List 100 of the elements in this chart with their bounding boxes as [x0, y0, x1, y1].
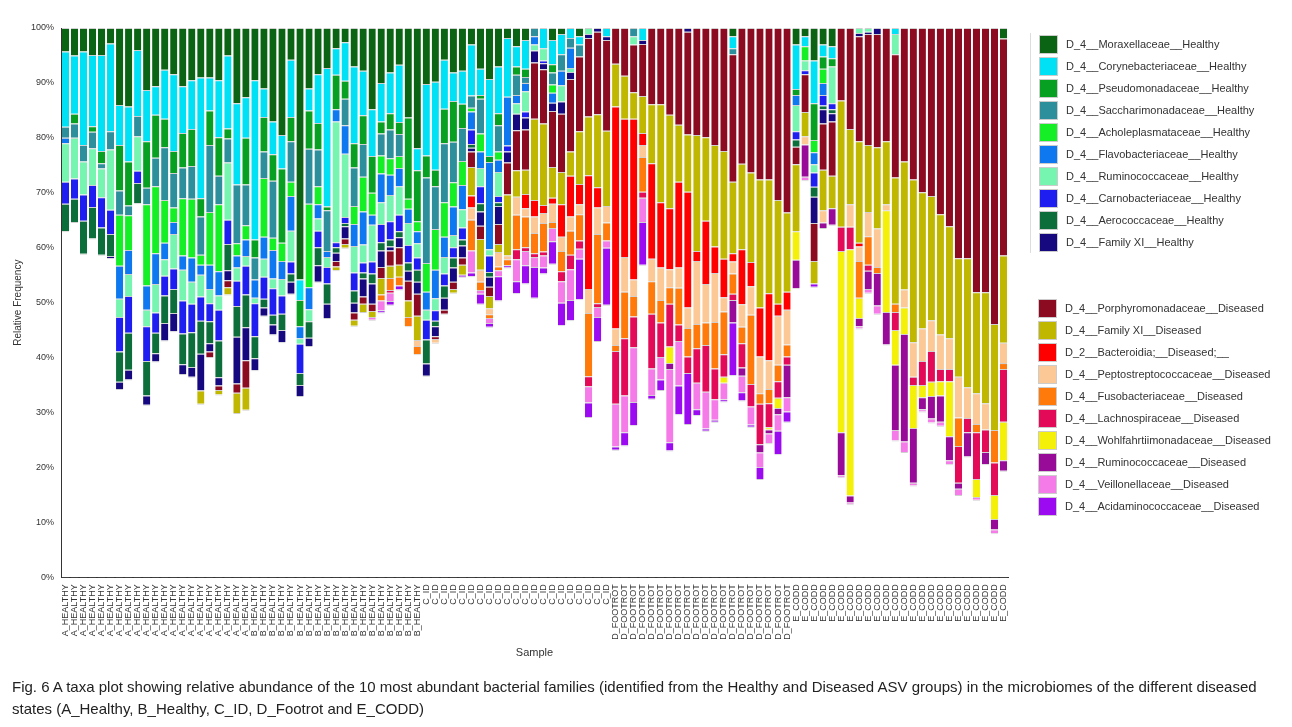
- x-tick-label: E_CODD: [970, 583, 981, 622]
- x-tick-label: C_ID: [438, 583, 449, 605]
- x-tick-label: E_CODD: [925, 583, 936, 622]
- x-tick-label: E_CODD: [988, 583, 999, 622]
- x-tick-label: D_FOOTROT: [610, 583, 621, 640]
- legend-label: D_4__Pseudomonadaceae__Healthy: [1066, 82, 1249, 94]
- x-tick-label: A_HEALTHY: [222, 584, 233, 637]
- y-tick-label: 30%: [36, 407, 55, 417]
- x-tick-label: D_FOOTROT: [718, 583, 729, 640]
- x-tick-label: C_ID: [565, 583, 576, 605]
- x-tick-label: A_HEALTHY: [204, 584, 215, 637]
- x-tick-label: A_HEALTHY: [60, 584, 71, 637]
- x-tick-label: A_HEALTHY: [96, 584, 107, 637]
- legend-label: D_4__Family XI__Healthy: [1066, 236, 1194, 248]
- x-tick-label: C_ID: [510, 583, 521, 605]
- legend-label: D_4__Wohlfahrtiimonadaceae__Diseased: [1065, 434, 1271, 446]
- x-tick-label: E_CODD: [952, 583, 963, 622]
- x-tick-label: C_ID: [583, 583, 594, 605]
- x-tick-label: A_HEALTHY: [213, 584, 224, 637]
- legend-label: D_4__Fusobacteriaceae__Diseased: [1065, 390, 1243, 402]
- x-tick-label: D_FOOTROT: [727, 583, 738, 640]
- x-tick-label: D_FOOTROT: [709, 583, 720, 640]
- y-tick-label: 50%: [36, 297, 55, 308]
- legend-label: D_4__Aerococcaceae__Healthy: [1066, 214, 1224, 226]
- x-tick-label: E_CODD: [790, 583, 801, 622]
- y-tick-label: 40%: [36, 352, 55, 363]
- x-tick-label: C_ID: [528, 583, 539, 605]
- x-tick-label: E_CODD: [898, 583, 909, 622]
- legend-label: D_4__Acholeplasmataceae__Healthy: [1066, 126, 1251, 138]
- x-tick-label: A_HEALTHY: [132, 584, 143, 637]
- x-tick-label: C_ID: [574, 583, 585, 605]
- x-tick-label: A_HEALTHY: [114, 584, 125, 637]
- y-tick-label: 80%: [36, 132, 55, 143]
- x-tick-label: B_HEALTHY: [303, 584, 314, 637]
- x-tick-label: A_HEALTHY: [78, 584, 89, 637]
- x-tick-label: D_FOOTROT: [754, 583, 765, 640]
- x-tick-label: D_FOOTROT: [646, 583, 657, 640]
- x-tick-label: B_HEALTHY: [312, 584, 323, 637]
- x-tick-label: A_HEALTHY: [105, 584, 116, 637]
- x-axis-title: Sample: [515, 646, 554, 659]
- caption: Fig. 6 A taxa plot showing relative abundance of the 10 most abundant bacterial families (identified from the Healthy and Diseased ASV groups) in the microbiomes of the different diseased states (A_Healthy, B_Healthy, C_ID, D_Footrot and E_CODD): [12, 677, 1258, 719]
- x-tick-label: E_CODD: [934, 583, 945, 622]
- legend-label: D_4__Ruminococcaceae__Healthy: [1066, 170, 1239, 182]
- x-tick-label: C_ID: [547, 583, 558, 605]
- x-tick-label: B_HEALTHY: [249, 584, 260, 637]
- x-tick-label: B_HEALTHY: [375, 584, 386, 637]
- x-tick-label: D_FOOTROT: [628, 583, 639, 640]
- x-tick-label: C_ID: [456, 583, 467, 605]
- x-tick-label: A_HEALTHY: [159, 584, 170, 637]
- x-tick-label: C_ID: [492, 583, 503, 605]
- legend-label: D_4__Porphyromonadaceae__Diseased: [1065, 302, 1264, 314]
- x-tick-label: D_FOOTROT: [745, 583, 756, 640]
- x-tick-label: A_HEALTHY: [69, 584, 80, 637]
- legend-label: D_4__Peptostreptococcaceae__Diseased: [1065, 368, 1271, 380]
- x-tick-label: C_ID: [519, 583, 530, 605]
- x-tick-label: E_CODD: [907, 583, 918, 622]
- x-tick-label: E_CODD: [997, 583, 1008, 622]
- y-tick-label: 60%: [36, 242, 55, 253]
- x-tick-label: B_HEALTHY: [402, 584, 413, 637]
- x-tick-label: C_ID: [556, 583, 567, 605]
- legend-label: D_2__Bacteroidia;__Diseased;__: [1065, 346, 1229, 358]
- x-tick-label: C_ID: [501, 583, 512, 605]
- x-tick-label: C_ID: [465, 583, 476, 605]
- x-tick-label: E_CODD: [871, 583, 882, 622]
- legend-label: D_4__Acidaminococcaceae__Diseased: [1065, 500, 1260, 512]
- x-tick-label: E_CODD: [835, 583, 846, 622]
- x-tick-label: A_HEALTHY: [87, 584, 98, 637]
- legend-label: D_4__Saccharimonadaceae__Healthy: [1066, 104, 1255, 116]
- y-tick-label: 10%: [36, 516, 55, 527]
- x-tick-label: E_CODD: [799, 583, 810, 622]
- x-tick-label: D_FOOTROT: [781, 583, 792, 640]
- x-tick-label: E_CODD: [916, 583, 927, 622]
- y-tick-label: 90%: [36, 77, 55, 88]
- legend-label: D_4__Corynebacteriaceae__Healthy: [1066, 60, 1247, 72]
- x-tick-label: C_ID: [447, 583, 458, 605]
- x-tick-label: C_ID: [483, 583, 494, 605]
- x-tick-label: E_CODD: [817, 583, 828, 622]
- x-tick-label: E_CODD: [826, 583, 837, 622]
- y-tick-label: 20%: [36, 461, 55, 472]
- legend-label: D_4__Flavobacteriaceae__Healthy: [1066, 148, 1238, 160]
- y-tick-label: 70%: [36, 187, 55, 198]
- x-tick-label: A_HEALTHY: [195, 584, 206, 637]
- x-tick-label: B_HEALTHY: [267, 584, 278, 637]
- x-tick-label: A_HEALTHY: [240, 584, 251, 637]
- legend-label: D_4__Moraxellaceae__Healthy: [1066, 38, 1220, 50]
- x-tick-label: D_FOOTROT: [619, 583, 630, 640]
- x-tick-label: C_ID: [538, 583, 549, 605]
- x-tick-label: E_CODD: [844, 583, 855, 622]
- x-tick-label: B_HEALTHY: [285, 584, 296, 637]
- x-tick-label: E_CODD: [853, 583, 864, 622]
- x-tick-label: E_CODD: [880, 583, 891, 622]
- x-tick-label: B_HEALTHY: [276, 584, 287, 637]
- x-tick-label: C_ID: [592, 583, 603, 605]
- x-tick-label: A_HEALTHY: [150, 584, 161, 637]
- legend-label: D_4__Carnobacteriaceae__Healthy: [1066, 192, 1241, 204]
- x-tick-label: C_ID: [429, 583, 440, 605]
- x-tick-label: B_HEALTHY: [294, 584, 305, 637]
- x-tick-label: E_CODD: [943, 583, 954, 622]
- x-tick-label: C_ID: [420, 583, 431, 605]
- x-tick-label: A_HEALTHY: [177, 584, 188, 637]
